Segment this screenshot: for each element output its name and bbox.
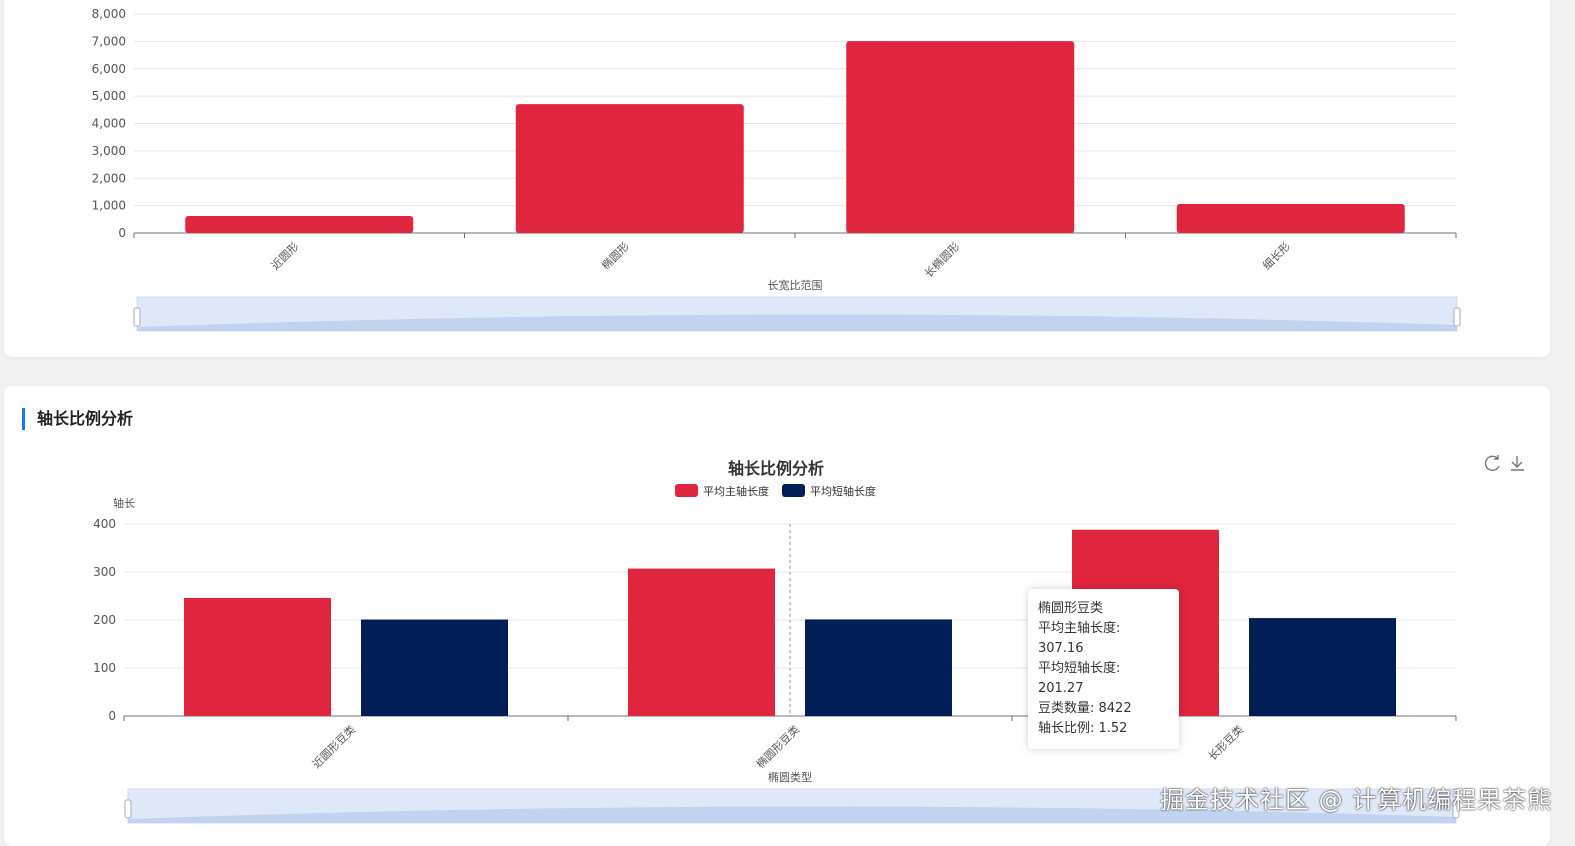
y-tick-label: 0 <box>108 709 116 723</box>
y-tick-label: 6,000 <box>92 62 126 76</box>
watermark: 掘金技术社区 @ 计算机编程果茶熊 <box>1160 786 1553 814</box>
data-zoom-shadow <box>128 806 1456 823</box>
bar <box>846 41 1075 233</box>
y-tick-label: 5,000 <box>92 89 126 103</box>
x-tick-label: 长椭圆形 <box>921 239 962 280</box>
bar <box>805 619 952 716</box>
data-zoom-shadow <box>137 314 1457 331</box>
refresh-icon[interactable] <box>1484 455 1500 472</box>
y-axis-label: 轴长 <box>113 496 135 510</box>
download-icon[interactable] <box>1511 456 1524 471</box>
x-tick-label: 近圆形 <box>269 240 302 273</box>
bar <box>1249 618 1396 716</box>
y-tick-label: 8,000 <box>92 7 126 21</box>
bar <box>1176 203 1405 233</box>
bar <box>515 104 744 233</box>
chart-tooltip: 椭圆形豆类 平均主轴长度: 307.16 平均短轴长度: 201.27 豆类数量… <box>1028 589 1179 749</box>
y-tick-label: 3,000 <box>92 144 126 158</box>
x-axis-label: 长宽比范围 <box>768 278 823 292</box>
tooltip-line: 平均主轴长度: 307.16 <box>1038 621 1121 656</box>
y-tick-label: 300 <box>93 565 116 579</box>
data-zoom-handle[interactable] <box>1453 307 1461 327</box>
section-title: 轴长比例分析 <box>22 408 133 430</box>
bar <box>361 619 508 716</box>
chart-title: 轴长比例分析 <box>728 459 824 478</box>
tooltip-line: 豆类数量: 8422 <box>1038 701 1132 716</box>
x-tick-label: 细长形 <box>1260 240 1293 273</box>
legend-swatch <box>782 484 805 497</box>
x-tick-label: 长形豆类 <box>1205 722 1246 763</box>
legend-swatch <box>675 484 698 497</box>
y-tick-label: 7,000 <box>92 34 126 48</box>
y-tick-label: 400 <box>93 517 116 531</box>
bar <box>185 216 414 233</box>
tooltip-line: 平均短轴长度: 201.27 <box>1038 661 1121 696</box>
x-axis-label: 椭圆类型 <box>768 770 812 784</box>
tooltip-title: 椭圆形豆类 <box>1038 601 1104 616</box>
x-tick-label: 椭圆形豆类 <box>753 722 802 771</box>
data-zoom-handle[interactable] <box>1452 799 1460 819</box>
y-tick-label: 2,000 <box>92 171 126 185</box>
data-zoom-handle[interactable] <box>133 307 141 327</box>
y-tick-label: 0 <box>118 226 126 240</box>
y-tick-label: 1,000 <box>92 199 126 213</box>
legend-item[interactable]: 平均主轴长度 <box>703 484 769 498</box>
legend-item[interactable]: 平均短轴长度 <box>810 484 876 498</box>
y-tick-label: 4,000 <box>92 117 126 131</box>
x-tick-label: 椭圆形 <box>599 239 632 272</box>
bar <box>628 568 775 716</box>
y-tick-label: 200 <box>93 613 116 627</box>
y-tick-label: 100 <box>93 661 116 675</box>
bar <box>184 597 331 716</box>
x-tick-label: 近圆形豆类 <box>309 722 358 771</box>
tooltip-line: 轴长比例: 1.52 <box>1038 721 1128 736</box>
data-zoom-handle[interactable] <box>124 799 132 819</box>
